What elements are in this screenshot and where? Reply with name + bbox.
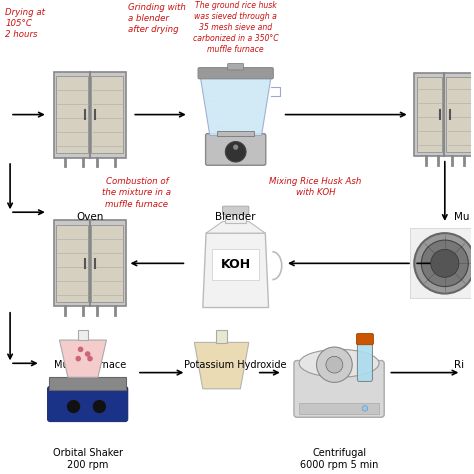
Text: KOH: KOH: [220, 258, 251, 271]
Circle shape: [431, 249, 459, 277]
FancyBboxPatch shape: [446, 77, 472, 152]
Text: Grinding with
a blender
after drying: Grinding with a blender after drying: [128, 3, 185, 34]
Text: Blender: Blender: [215, 212, 256, 222]
Text: Mu: Mu: [454, 212, 470, 222]
Circle shape: [78, 346, 83, 352]
Text: Orbital Shaker
200 rpm: Orbital Shaker 200 rpm: [53, 448, 123, 470]
Polygon shape: [59, 340, 107, 377]
FancyBboxPatch shape: [414, 73, 474, 156]
FancyBboxPatch shape: [48, 386, 128, 421]
FancyBboxPatch shape: [410, 228, 474, 298]
FancyBboxPatch shape: [417, 77, 442, 152]
Circle shape: [93, 401, 106, 412]
Polygon shape: [194, 342, 249, 389]
FancyBboxPatch shape: [225, 213, 246, 223]
FancyBboxPatch shape: [206, 134, 266, 165]
FancyBboxPatch shape: [56, 76, 88, 153]
FancyBboxPatch shape: [78, 330, 88, 340]
Ellipse shape: [299, 349, 379, 377]
FancyBboxPatch shape: [222, 206, 249, 215]
FancyBboxPatch shape: [356, 334, 374, 345]
Circle shape: [362, 406, 368, 411]
FancyBboxPatch shape: [91, 76, 123, 153]
Text: Oven: Oven: [76, 212, 104, 222]
Polygon shape: [206, 221, 265, 233]
FancyBboxPatch shape: [357, 340, 373, 382]
Circle shape: [87, 356, 93, 362]
Circle shape: [233, 145, 238, 149]
FancyBboxPatch shape: [216, 330, 227, 343]
Circle shape: [326, 356, 343, 373]
Circle shape: [67, 401, 80, 412]
FancyBboxPatch shape: [54, 220, 127, 306]
Text: Combustion of
the mixture in a
muffle furnace: Combustion of the mixture in a muffle fu…: [102, 177, 172, 209]
Circle shape: [85, 351, 91, 357]
Text: Ri: Ri: [454, 360, 465, 370]
Text: The ground rice husk
was sieved through a
35 mesh sieve and
carbonized in a 350°: The ground rice husk was sieved through …: [193, 0, 279, 54]
Text: Drying at
105°C
2 hours: Drying at 105°C 2 hours: [5, 8, 46, 39]
Circle shape: [75, 356, 81, 362]
Text: Mixing Rice Husk Ash
with KOH: Mixing Rice Husk Ash with KOH: [269, 177, 362, 198]
Circle shape: [421, 240, 468, 287]
FancyBboxPatch shape: [212, 249, 259, 280]
FancyBboxPatch shape: [56, 225, 88, 302]
Polygon shape: [201, 77, 271, 136]
Circle shape: [414, 233, 474, 293]
FancyBboxPatch shape: [217, 131, 255, 137]
FancyBboxPatch shape: [228, 64, 244, 70]
Text: Centrifugal
6000 rpm 5 min: Centrifugal 6000 rpm 5 min: [300, 448, 378, 470]
Text: Muffle Furnace: Muffle Furnace: [54, 360, 126, 370]
Circle shape: [317, 347, 352, 383]
FancyBboxPatch shape: [54, 72, 127, 157]
FancyBboxPatch shape: [299, 403, 379, 414]
Polygon shape: [203, 233, 269, 308]
Text: Potassium Hydroxide: Potassium Hydroxide: [184, 360, 287, 370]
FancyBboxPatch shape: [294, 361, 384, 417]
FancyBboxPatch shape: [91, 225, 123, 302]
Circle shape: [225, 142, 246, 162]
FancyBboxPatch shape: [198, 68, 273, 79]
FancyBboxPatch shape: [49, 377, 126, 390]
